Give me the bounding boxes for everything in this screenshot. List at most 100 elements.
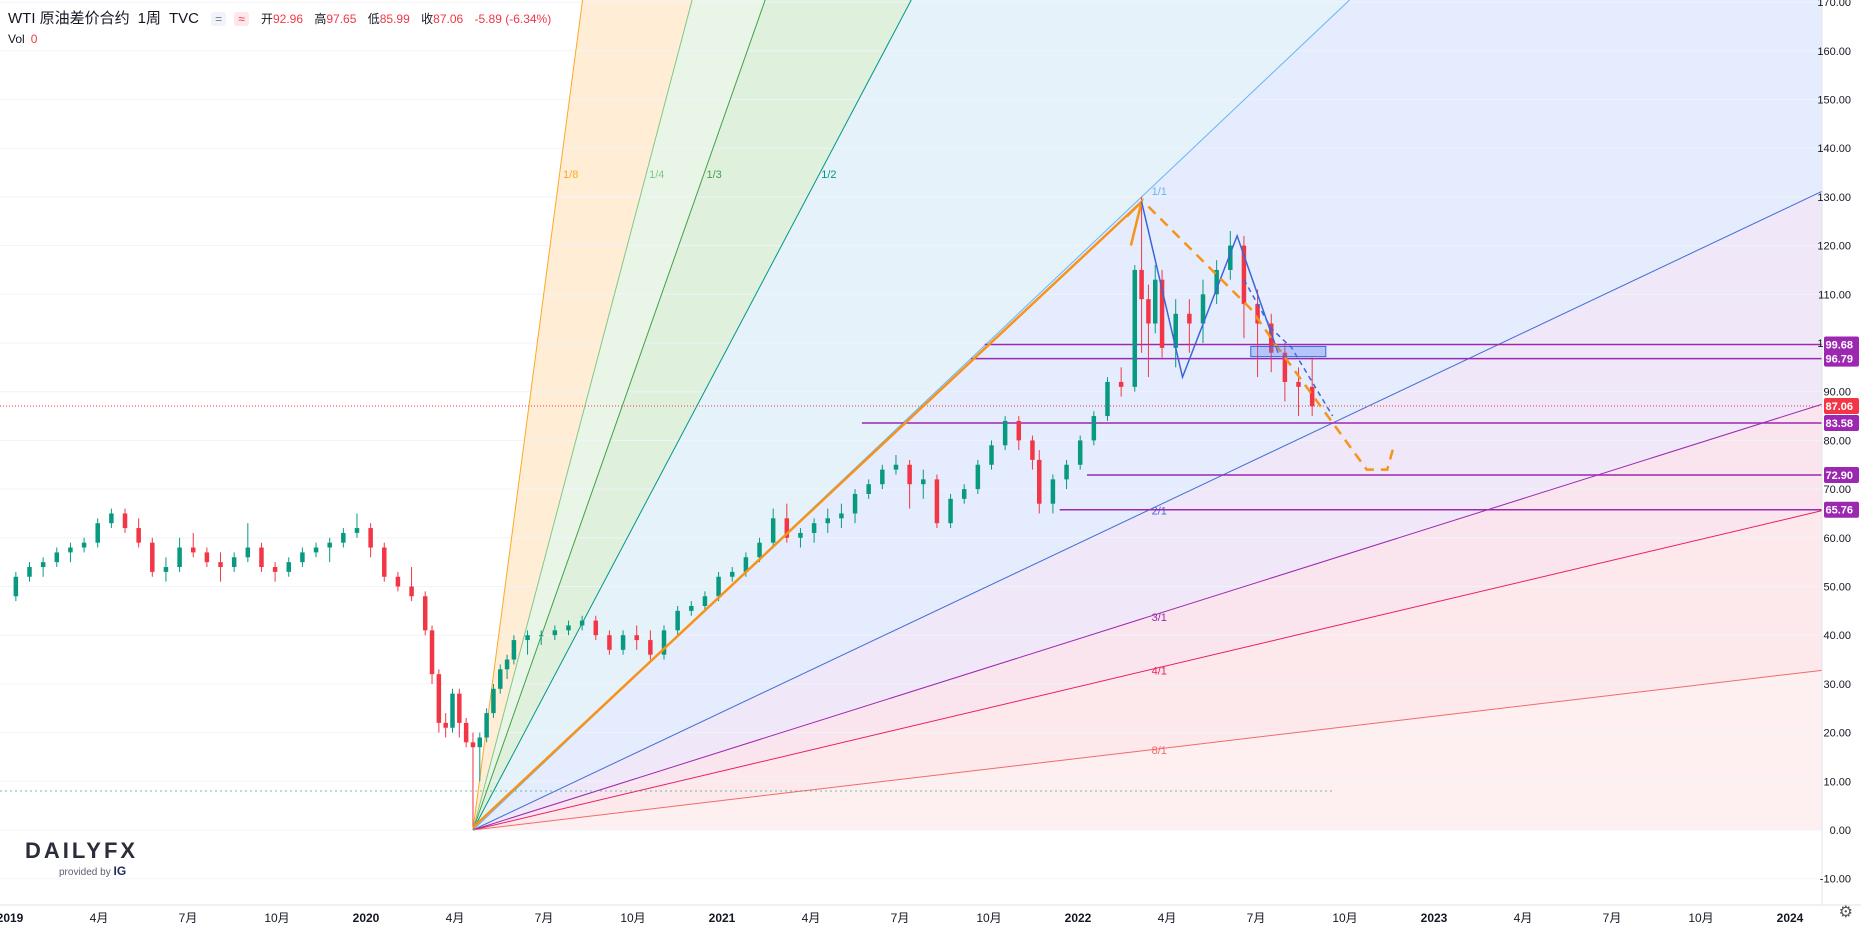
candle-body — [491, 688, 496, 714]
candle — [13, 571, 19, 602]
candle-body — [634, 635, 639, 641]
candle-body — [538, 635, 544, 637]
candle — [40, 557, 46, 577]
provided-by-text: provided by — [59, 867, 111, 878]
candle-body — [1187, 313, 1192, 324]
x-tick-label: 7月 — [535, 911, 554, 925]
candle-body — [566, 625, 571, 631]
y-tick-label: -10.00 — [1820, 874, 1851, 886]
candle-body — [245, 547, 251, 558]
candle-body — [95, 523, 100, 543]
candle — [798, 528, 803, 548]
candle-body — [1214, 269, 1219, 295]
x-tick-label: 10月 — [264, 911, 289, 925]
candle-body — [880, 469, 885, 485]
gann-fan-fills — [472, 0, 1822, 831]
chart-header: WTI 原油差价合约 1周 TVC = ≈ 开92.96 高97.65 低85.99 … — [8, 7, 567, 28]
x-tick-label: 2022 — [1065, 911, 1092, 925]
candle — [286, 557, 292, 577]
candle-body — [661, 630, 667, 655]
candle-body — [457, 693, 462, 723]
grid-lines — [0, 1, 1822, 880]
candle — [484, 708, 489, 743]
candle — [1064, 459, 1069, 490]
candle — [675, 605, 680, 636]
candle-body — [1064, 464, 1069, 480]
candle-body — [484, 713, 489, 738]
blue-box — [1250, 345, 1327, 358]
candle — [811, 518, 817, 543]
candle — [443, 713, 448, 738]
candle — [504, 654, 510, 680]
trend-arrow — [472, 200, 1143, 829]
approx-badge[interactable]: ≈ — [234, 12, 249, 26]
candle-body — [81, 542, 87, 548]
candle — [436, 669, 442, 733]
candle — [136, 518, 141, 548]
candle-body — [204, 552, 210, 563]
candle-body — [422, 596, 428, 631]
candle — [313, 542, 319, 558]
candle-body — [68, 547, 73, 553]
candle — [620, 630, 626, 655]
candle-body — [975, 464, 981, 490]
symbol-title[interactable]: WTI 原油差价合约 — [8, 10, 130, 27]
candle-body — [1037, 459, 1042, 504]
price-tag — [1824, 466, 1859, 483]
candle-body — [382, 547, 387, 577]
x-tick-label: 4月 — [90, 911, 109, 925]
price-tag — [1824, 414, 1859, 431]
candle-body — [770, 518, 776, 543]
candle-body — [934, 479, 940, 524]
candle — [54, 547, 60, 568]
candle — [163, 557, 169, 582]
candle-body — [463, 722, 469, 743]
candle-body — [1255, 304, 1260, 324]
candle — [948, 493, 953, 529]
interval-label[interactable]: 1周 — [137, 10, 161, 27]
gann-fan-label: 1/4 — [649, 169, 664, 181]
ohlc-values: 开92.96 高97.65 低85.99 收87.06 -5.89 (-6.34… — [260, 12, 552, 26]
x-tick-label: 4月 — [1158, 911, 1177, 925]
y-axis: 170.00 160.00 150.00 140.00 130.00 120.00 110.… — [1817, 0, 1861, 932]
gann-fan-lines: 1/8 1/4 1/3 1/2 1/1 2/1 3/1 4/1 8/1 — [472, 0, 1823, 831]
x-tick-label: 10月 — [976, 911, 1001, 925]
candle-body — [368, 528, 373, 548]
candle — [341, 528, 346, 548]
candle-body — [27, 567, 32, 577]
candle — [975, 459, 981, 494]
x-tick-label: 2019 — [0, 911, 24, 925]
price-tag-label: 65.76 — [1825, 505, 1853, 517]
blue-dashed-path — [1243, 279, 1334, 417]
orange-dashed-projection — [1147, 205, 1396, 471]
candle — [1214, 260, 1219, 305]
candle-body — [259, 547, 264, 568]
candle-body — [675, 610, 680, 631]
candle-body — [327, 542, 332, 548]
candle-body — [190, 547, 196, 553]
candle-body — [811, 523, 817, 533]
equal-badge[interactable]: = — [211, 12, 227, 26]
y-axis-background — [1822, 0, 1861, 932]
candle — [81, 537, 87, 553]
candle — [702, 591, 708, 611]
candle-body — [989, 445, 994, 465]
candle — [190, 532, 196, 558]
candle-body — [839, 513, 844, 519]
x-tick-label: 7月 — [1247, 911, 1266, 925]
gann-fan-label: 2/1 — [1152, 506, 1167, 518]
gann-fan-line-1-4 — [472, 0, 693, 831]
close-value: 87.06 — [433, 12, 464, 26]
candle — [552, 625, 558, 641]
x-tick-label: 10月 — [1332, 911, 1357, 925]
candle — [1241, 235, 1247, 339]
y-tick-label: 40.00 — [1823, 630, 1851, 642]
candle — [1091, 411, 1097, 446]
settings-gear-icon[interactable]: ⚙ — [1838, 904, 1853, 921]
candle — [109, 508, 114, 529]
candle-body — [689, 605, 694, 611]
candle-body — [163, 567, 169, 572]
open-value: 92.96 — [272, 12, 303, 26]
candle-body — [784, 518, 790, 538]
